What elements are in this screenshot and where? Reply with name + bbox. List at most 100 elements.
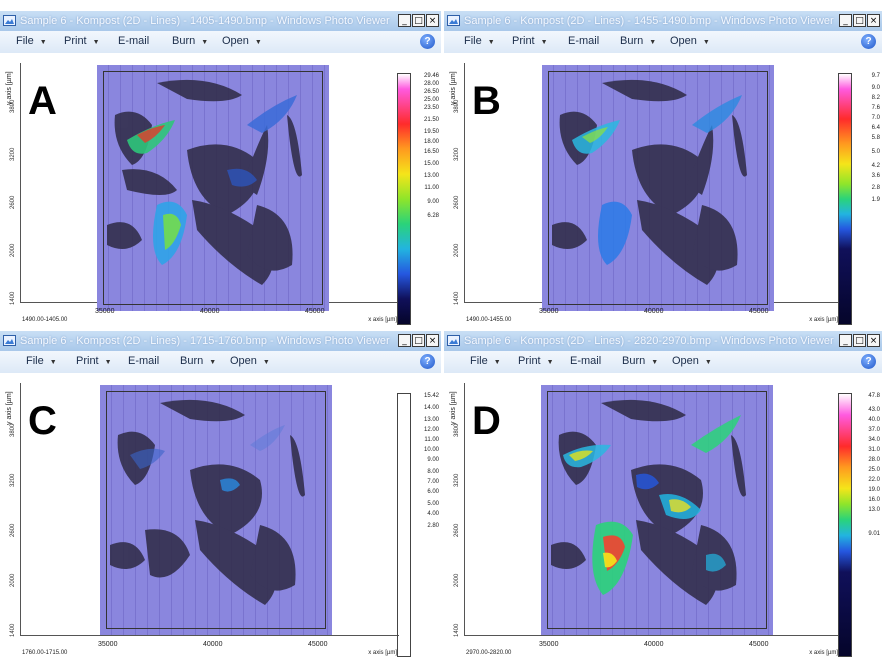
photo-viewer-icon [3,15,16,26]
close-button[interactable]: × [426,14,439,27]
minimize-button[interactable]: _ [398,334,411,347]
print-menu-label: Print [518,355,541,367]
x-tick: 35000 [98,641,118,648]
help-icon[interactable]: ? [420,34,435,49]
x-axis-label: x axis [µm] [809,650,838,656]
open-menu[interactable]: Open ▼ [222,35,262,47]
close-button[interactable]: × [426,334,439,347]
close-button[interactable]: × [867,14,880,27]
scale-value: 25.00 [423,97,439,103]
file-menu[interactable]: File ▼ [470,355,501,367]
y-axis-line [464,383,465,636]
title-bar[interactable]: Sample 6 - Kompost (2D - Lines) - 1455-1… [444,11,882,31]
print-menu[interactable]: Print ▼ [76,355,112,367]
close-button[interactable]: × [867,334,880,347]
title-bar[interactable]: Sample 6 - Kompost (2D - Lines) - 2820-2… [444,331,882,351]
scale-value: 12.00 [423,427,439,433]
scale-value: 7.0 [871,115,880,121]
y-tick: 2000 [454,243,460,257]
minimize-button[interactable]: _ [398,14,411,27]
x-tick: 45000 [308,641,328,648]
burn-menu[interactable]: Burn ▼ [172,35,208,47]
email-button[interactable]: E-mail [128,355,159,367]
scale-value: 9.0 [871,85,880,91]
print-menu-label: Print [512,35,535,47]
maximize-button[interactable]: □ [853,14,866,27]
x-axis-label: x axis [µm] [368,650,397,656]
window-title: Sample 6 - Kompost (2D - Lines) - 1455-1… [464,15,834,27]
help-icon[interactable]: ? [420,354,435,369]
email-button[interactable]: E-mail [568,35,599,47]
photo-viewer-icon [3,335,16,346]
print-menu[interactable]: Print ▼ [64,35,100,47]
open-menu-label: Open [670,35,697,47]
email-label: E-mail [118,35,150,47]
open-menu[interactable]: Open ▼ [672,355,712,367]
window-controls: _ □ × [838,14,880,28]
scale-value: 31.0 [868,447,880,453]
y-tick: 3800 [454,99,460,113]
print-menu[interactable]: Print ▼ [512,35,548,47]
scale-value: 26.50 [423,89,439,95]
title-bar[interactable]: Sample 6 - Kompost (2D - Lines) - 1405-1… [0,11,441,31]
viewer-window-b: Sample 6 - Kompost (2D - Lines) - 1455-1… [444,11,882,329]
panel-letter-b: B [472,79,501,123]
y-tick: 2600 [10,523,16,537]
image-canvas[interactable]: y axis [µm] 3800 3200 2600 2000 1400 [444,373,882,662]
maximize-button[interactable]: □ [853,334,866,347]
panel-letter-c: C [28,399,57,443]
color-scale-labels: 29.46 28.00 26.50 25.00 23.50 21.50 19.5… [411,73,441,325]
email-button[interactable]: E-mail [570,355,601,367]
y-tick: 1400 [10,623,16,637]
chevron-down-icon: ▼ [92,39,100,46]
image-canvas[interactable]: y axis [µm] 3800 3200 2600 2000 1400 [0,373,441,662]
email-label: E-mail [570,355,602,367]
file-menu[interactable]: File ▼ [16,35,47,47]
ion-image [542,65,774,311]
scale-value: 11.00 [424,185,439,191]
scale-value: 23.50 [423,105,439,111]
scale-value: 4.00 [427,511,439,517]
scale-value: 1.9 [871,197,880,203]
x-tick: 35000 [539,308,559,315]
title-bar[interactable]: Sample 6 - Kompost (2D - Lines) - 1715-1… [0,331,441,351]
burn-menu[interactable]: Burn ▼ [622,355,658,367]
image-canvas[interactable]: y axis [µm] 3800 3200 2600 2000 1400 [444,53,882,329]
file-menu-label: File [26,355,44,367]
print-menu[interactable]: Print ▼ [518,355,554,367]
y-tick: 2000 [10,573,16,587]
scale-value: 22.0 [868,477,880,483]
x-tick: 45000 [305,308,325,315]
file-menu-label: File [470,355,488,367]
email-button[interactable]: E-mail [118,35,149,47]
scale-value: 9.00 [427,457,439,463]
help-icon[interactable]: ? [861,354,876,369]
maximize-button[interactable]: □ [412,14,425,27]
burn-menu[interactable]: Burn ▼ [180,355,216,367]
y-tick: 1400 [454,623,460,637]
help-icon[interactable]: ? [861,34,876,49]
burn-menu[interactable]: Burn ▼ [620,35,656,47]
minimize-button[interactable]: _ [839,14,852,27]
x-tick: 35000 [95,308,115,315]
scale-value: 29.46 [423,73,439,79]
image-canvas[interactable]: y axis [µm] 3800 3200 2600 2000 1400 [0,53,441,329]
scale-value: 15.00 [423,161,439,167]
y-tick: 2000 [10,243,16,257]
scale-value: 47.8 [868,393,880,399]
scale-value: 18.00 [423,139,439,145]
open-menu-label: Open [230,355,257,367]
x-axis-line [20,635,399,636]
open-menu[interactable]: Open ▼ [230,355,270,367]
panel-letter-d: D [472,399,501,443]
maximize-button[interactable]: □ [412,334,425,347]
chevron-down-icon: ▼ [546,359,554,366]
minimize-button[interactable]: _ [839,334,852,347]
color-scale-bar [397,393,411,657]
open-menu[interactable]: Open ▼ [670,35,710,47]
chevron-down-icon: ▼ [702,39,710,46]
file-menu[interactable]: File ▼ [464,35,495,47]
color-scale-labels: 15.42 14.00 13.00 12.00 11.00 10.00 9.00… [411,393,441,645]
window-title: Sample 6 - Kompost (2D - Lines) - 1715-1… [20,335,390,347]
file-menu[interactable]: File ▼ [26,355,57,367]
